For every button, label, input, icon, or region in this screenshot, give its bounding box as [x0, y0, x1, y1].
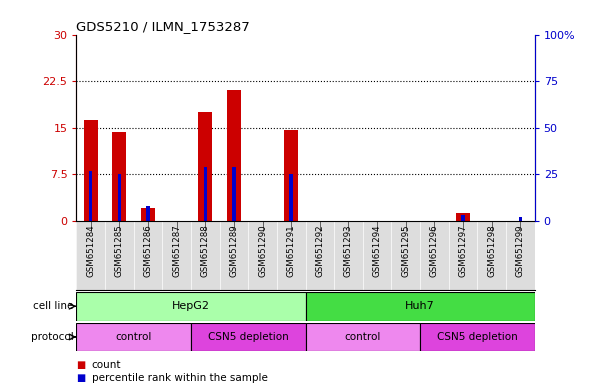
Text: control: control [345, 332, 381, 342]
Text: count: count [92, 360, 121, 370]
Bar [420, 323, 535, 351]
Bar [76, 292, 306, 321]
Bar [146, 206, 150, 221]
Text: GSM651290: GSM651290 [258, 224, 267, 277]
Bar [461, 215, 465, 221]
Text: GSM651291: GSM651291 [287, 224, 296, 277]
Bar [76, 323, 191, 351]
Text: GSM651295: GSM651295 [401, 224, 410, 277]
Bar [191, 323, 306, 351]
Bar [112, 132, 126, 221]
Text: GSM651289: GSM651289 [229, 224, 238, 277]
Text: GSM651296: GSM651296 [430, 224, 439, 277]
Text: ■: ■ [76, 373, 86, 383]
Text: GSM651299: GSM651299 [516, 224, 525, 277]
Text: GDS5210 / ILMN_1753287: GDS5210 / ILMN_1753287 [76, 20, 250, 33]
Bar [284, 129, 298, 221]
Text: CSN5 depletion: CSN5 depletion [437, 332, 518, 342]
Text: GSM651298: GSM651298 [487, 224, 496, 277]
Text: GSM651287: GSM651287 [172, 224, 181, 277]
Bar [306, 292, 535, 321]
Bar [118, 174, 121, 221]
Text: protocol: protocol [31, 332, 73, 342]
Text: Huh7: Huh7 [405, 301, 435, 311]
Text: GSM651285: GSM651285 [115, 224, 124, 277]
Text: GSM651292: GSM651292 [315, 224, 324, 277]
Bar [227, 91, 241, 221]
Text: control: control [115, 332, 152, 342]
Bar [141, 208, 155, 221]
Bar [198, 112, 213, 221]
Text: CSN5 depletion: CSN5 depletion [208, 332, 288, 342]
Bar [84, 120, 98, 221]
Text: percentile rank within the sample: percentile rank within the sample [92, 373, 268, 383]
Bar [306, 323, 420, 351]
Bar [456, 213, 470, 221]
Text: ■: ■ [76, 360, 86, 370]
Bar [290, 174, 293, 221]
Bar [89, 170, 92, 221]
Text: cell line: cell line [33, 301, 73, 311]
Text: GSM651293: GSM651293 [344, 224, 353, 277]
Text: HepG2: HepG2 [172, 301, 210, 311]
Text: GSM651294: GSM651294 [373, 224, 382, 277]
Text: GSM651297: GSM651297 [458, 224, 467, 277]
Text: GSM651288: GSM651288 [201, 224, 210, 277]
Bar [232, 167, 236, 221]
Bar [203, 167, 207, 221]
Text: GSM651286: GSM651286 [144, 224, 153, 277]
Text: GSM651284: GSM651284 [86, 224, 95, 277]
Bar [519, 217, 522, 221]
